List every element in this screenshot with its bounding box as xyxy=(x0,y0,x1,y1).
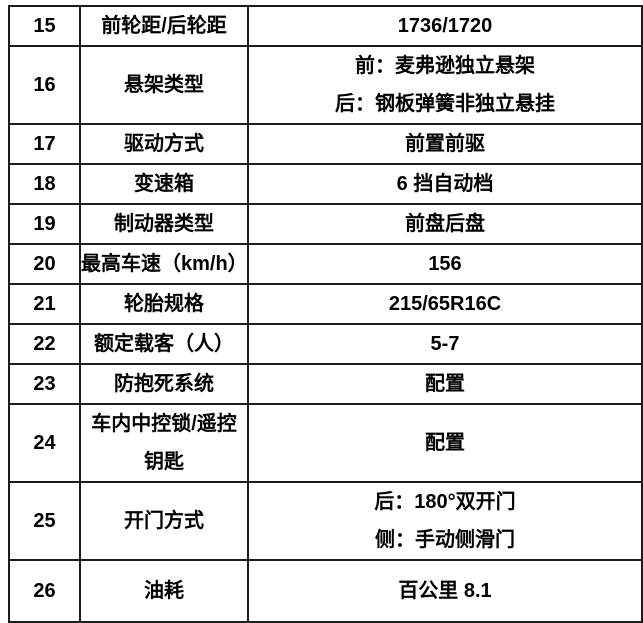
spec-name-cell: 最高车速（km/h） xyxy=(79,243,249,285)
spec-name-cell: 额定载客（人） xyxy=(79,323,249,365)
spec-value-cell: 配置 xyxy=(247,403,643,483)
spec-name-cell: 前轮距/后轮距 xyxy=(79,5,249,47)
row-number-cell: 23 xyxy=(8,363,81,405)
spec-value-cell: 215/65R16C xyxy=(247,283,643,325)
table-row: 26 油耗 百公里 8.1 xyxy=(8,559,643,623)
spec-value-cell: 前置前驱 xyxy=(247,123,643,165)
table-row: 23 防抱死系统 配置 xyxy=(8,363,643,405)
spec-value-cell: 5-7 xyxy=(247,323,643,365)
row-number-cell: 15 xyxy=(8,5,81,47)
spec-name-cell: 制动器类型 xyxy=(79,203,249,245)
spec-value-cell: 6 挡自动档 xyxy=(247,163,643,205)
table-row: 22 额定载客（人） 5-7 xyxy=(8,323,643,365)
table-row: 17 驱动方式 前置前驱 xyxy=(8,123,643,165)
row-number-cell: 26 xyxy=(8,559,81,623)
row-number-cell: 24 xyxy=(8,403,81,483)
spec-name-cell: 悬架类型 xyxy=(79,45,249,125)
spec-value-cell: 前盘后盘 xyxy=(247,203,643,245)
spec-name-cell: 变速箱 xyxy=(79,163,249,205)
spec-name-cell: 油耗 xyxy=(79,559,249,623)
spec-name-cell: 轮胎规格 xyxy=(79,283,249,325)
table-row: 20 最高车速（km/h） 156 xyxy=(8,243,643,285)
row-number-cell: 19 xyxy=(8,203,81,245)
row-number-cell: 18 xyxy=(8,163,81,205)
table-row: 18 变速箱 6 挡自动档 xyxy=(8,163,643,205)
row-number-cell: 25 xyxy=(8,481,81,561)
spec-value-cell: 前：麦弗逊独立悬架 后：钢板弹簧非独立悬挂 xyxy=(247,45,643,125)
spec-value-cell: 156 xyxy=(247,243,643,285)
table-row: 16 悬架类型 前：麦弗逊独立悬架 后：钢板弹簧非独立悬挂 xyxy=(8,45,643,125)
table-row: 25 开门方式 后：180°双开门 侧：手动侧滑门 xyxy=(8,481,643,561)
vehicle-spec-table: 15 前轮距/后轮距 1736/1720 16 悬架类型 前：麦弗逊独立悬架 后… xyxy=(8,5,643,623)
row-number-cell: 20 xyxy=(8,243,81,285)
table-row: 19 制动器类型 前盘后盘 xyxy=(8,203,643,245)
table-row: 24 车内中控锁/遥控 钥匙 配置 xyxy=(8,403,643,483)
spec-value-cell: 1736/1720 xyxy=(247,5,643,47)
spec-value-cell: 百公里 8.1 xyxy=(247,559,643,623)
row-number-cell: 22 xyxy=(8,323,81,365)
spec-name-cell: 防抱死系统 xyxy=(79,363,249,405)
spec-value-cell: 后：180°双开门 侧：手动侧滑门 xyxy=(247,481,643,561)
table-row: 21 轮胎规格 215/65R16C xyxy=(8,283,643,325)
row-number-cell: 16 xyxy=(8,45,81,125)
row-number-cell: 17 xyxy=(8,123,81,165)
spec-name-cell: 驱动方式 xyxy=(79,123,249,165)
spec-value-cell: 配置 xyxy=(247,363,643,405)
spec-name-cell: 车内中控锁/遥控 钥匙 xyxy=(79,403,249,483)
row-number-cell: 21 xyxy=(8,283,81,325)
table-row: 15 前轮距/后轮距 1736/1720 xyxy=(8,5,643,47)
spec-name-cell: 开门方式 xyxy=(79,481,249,561)
